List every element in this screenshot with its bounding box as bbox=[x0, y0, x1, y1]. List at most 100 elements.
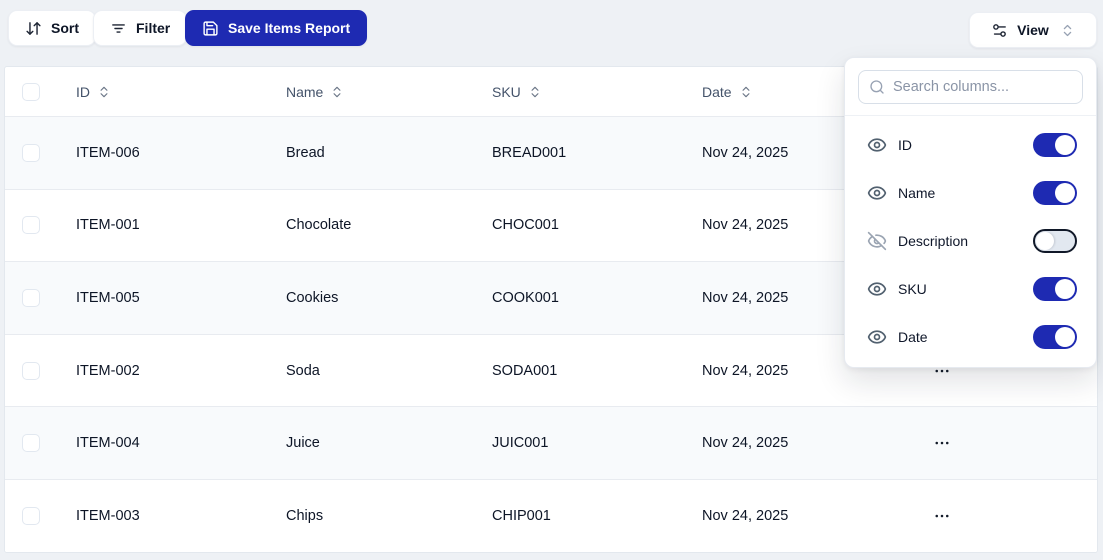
row-actions-cell bbox=[926, 430, 1097, 456]
row-actions-button[interactable] bbox=[929, 430, 955, 456]
arrow-down-up-icon bbox=[25, 20, 42, 37]
header-date[interactable]: Date bbox=[702, 84, 926, 100]
ellipsis-icon bbox=[933, 434, 951, 452]
sort-chevrons-icon bbox=[330, 85, 344, 99]
eye-icon bbox=[867, 279, 887, 299]
column-toggle-label: SKU bbox=[898, 281, 927, 297]
cell-date: Nov 24, 2025 bbox=[702, 435, 789, 452]
column-toggle-item[interactable]: ID bbox=[845, 121, 1096, 169]
filter-lines-icon bbox=[110, 20, 127, 37]
column-visibility-switch[interactable] bbox=[1033, 181, 1077, 205]
save-items-report-button[interactable]: Save Items Report bbox=[185, 10, 368, 46]
sort-chevrons-icon bbox=[97, 85, 111, 99]
header-name-label: Name bbox=[286, 83, 324, 100]
cell-sku: COOK001 bbox=[492, 289, 559, 306]
sort-button-label: Sort bbox=[51, 20, 79, 36]
column-visibility-switch[interactable] bbox=[1033, 277, 1077, 301]
cell-name: Cookies bbox=[286, 289, 339, 306]
column-toggle-item[interactable]: SKU bbox=[845, 265, 1096, 313]
column-search-input[interactable] bbox=[893, 79, 1072, 95]
eye-icon bbox=[867, 135, 887, 155]
column-visibility-panel: ID Name Description bbox=[844, 57, 1097, 368]
row-checkbox-cell bbox=[5, 434, 76, 453]
table-row: ITEM-004 Juice JUIC001 Nov 24, 2025 bbox=[5, 407, 1097, 480]
cell-id: ITEM-003 bbox=[76, 508, 140, 525]
chevrons-up-down-icon bbox=[1060, 23, 1075, 38]
select-all-checkbox[interactable] bbox=[22, 82, 40, 101]
column-toggle-label: Description bbox=[898, 233, 969, 249]
cell-id: ITEM-002 bbox=[76, 362, 140, 379]
row-checkbox[interactable] bbox=[22, 143, 40, 162]
cell-id: ITEM-006 bbox=[76, 144, 140, 161]
filter-button-label: Filter bbox=[136, 20, 171, 36]
view-button[interactable]: View bbox=[969, 12, 1097, 48]
column-visibility-switch[interactable] bbox=[1033, 133, 1077, 157]
cell-date: Nov 24, 2025 bbox=[702, 144, 789, 161]
row-checkbox[interactable] bbox=[22, 361, 40, 380]
sort-chevrons-icon bbox=[739, 85, 753, 99]
cell-sku: JUIC001 bbox=[492, 435, 549, 452]
sort-chevrons-icon bbox=[528, 85, 542, 99]
header-id-label: ID bbox=[76, 83, 90, 100]
ellipsis-icon bbox=[933, 362, 951, 380]
filter-button[interactable]: Filter bbox=[93, 10, 188, 46]
table-row: ITEM-003 Chips CHIP001 Nov 24, 2025 bbox=[5, 479, 1097, 552]
search-icon bbox=[869, 79, 885, 95]
row-checkbox[interactable] bbox=[22, 288, 40, 307]
eye-icon bbox=[867, 327, 887, 347]
eye-off-icon bbox=[867, 231, 887, 251]
save-items-report-label: Save Items Report bbox=[228, 20, 351, 36]
header-sku[interactable]: SKU bbox=[492, 84, 702, 100]
sort-button[interactable]: Sort bbox=[8, 10, 96, 46]
column-toggle-list: ID Name Description bbox=[845, 116, 1096, 361]
sliders-icon bbox=[991, 22, 1008, 39]
column-toggle-item[interactable]: Name bbox=[845, 169, 1096, 217]
row-checkbox[interactable] bbox=[22, 507, 40, 526]
column-toggle-item[interactable]: Description bbox=[845, 217, 1096, 265]
cell-sku: CHOC001 bbox=[492, 217, 559, 234]
row-checkbox-cell bbox=[5, 143, 76, 162]
row-actions-cell bbox=[926, 503, 1097, 529]
cell-name: Juice bbox=[286, 435, 320, 452]
cell-date: Nov 24, 2025 bbox=[702, 362, 789, 379]
row-actions-button[interactable] bbox=[929, 358, 955, 384]
header-id[interactable]: ID bbox=[76, 84, 286, 100]
panel-search-section bbox=[845, 58, 1096, 116]
row-checkbox-cell bbox=[5, 216, 76, 235]
ellipsis-icon bbox=[933, 507, 951, 525]
cell-name: Bread bbox=[286, 144, 325, 161]
column-search-box[interactable] bbox=[858, 70, 1083, 104]
column-toggle-label: Name bbox=[898, 185, 936, 201]
cell-sku: CHIP001 bbox=[492, 508, 551, 525]
row-checkbox-cell bbox=[5, 507, 76, 526]
header-date-label: Date bbox=[702, 83, 732, 100]
cell-name: Chocolate bbox=[286, 217, 352, 234]
column-toggle-label: Date bbox=[898, 329, 928, 345]
cell-id: ITEM-001 bbox=[76, 217, 140, 234]
column-visibility-switch[interactable] bbox=[1033, 229, 1077, 253]
cell-id: ITEM-004 bbox=[76, 435, 140, 452]
header-name[interactable]: Name bbox=[286, 84, 492, 100]
row-checkbox[interactable] bbox=[22, 216, 40, 235]
save-icon bbox=[202, 20, 219, 37]
cell-date: Nov 24, 2025 bbox=[702, 508, 789, 525]
cell-sku: SODA001 bbox=[492, 362, 558, 379]
header-sku-label: SKU bbox=[492, 83, 521, 100]
cell-name: Soda bbox=[286, 362, 320, 379]
cell-name: Chips bbox=[286, 508, 324, 525]
cell-sku: BREAD001 bbox=[492, 144, 567, 161]
cell-date: Nov 24, 2025 bbox=[702, 289, 789, 306]
row-actions-cell bbox=[926, 358, 1097, 384]
header-select-all-cell bbox=[5, 82, 76, 101]
column-toggle-label: ID bbox=[898, 137, 912, 153]
table-header-row: ID Name SKU Date bbox=[5, 67, 1097, 117]
column-visibility-switch[interactable] bbox=[1033, 325, 1077, 349]
row-actions-button[interactable] bbox=[929, 503, 955, 529]
row-checkbox-cell bbox=[5, 288, 76, 307]
cell-id: ITEM-005 bbox=[76, 289, 140, 306]
row-checkbox[interactable] bbox=[22, 434, 40, 453]
column-toggle-item[interactable]: Date bbox=[845, 313, 1096, 361]
view-button-label: View bbox=[1017, 22, 1049, 38]
toolbar: Sort Filter Save Items Report View bbox=[0, 0, 1103, 56]
row-checkbox-cell bbox=[5, 361, 76, 380]
